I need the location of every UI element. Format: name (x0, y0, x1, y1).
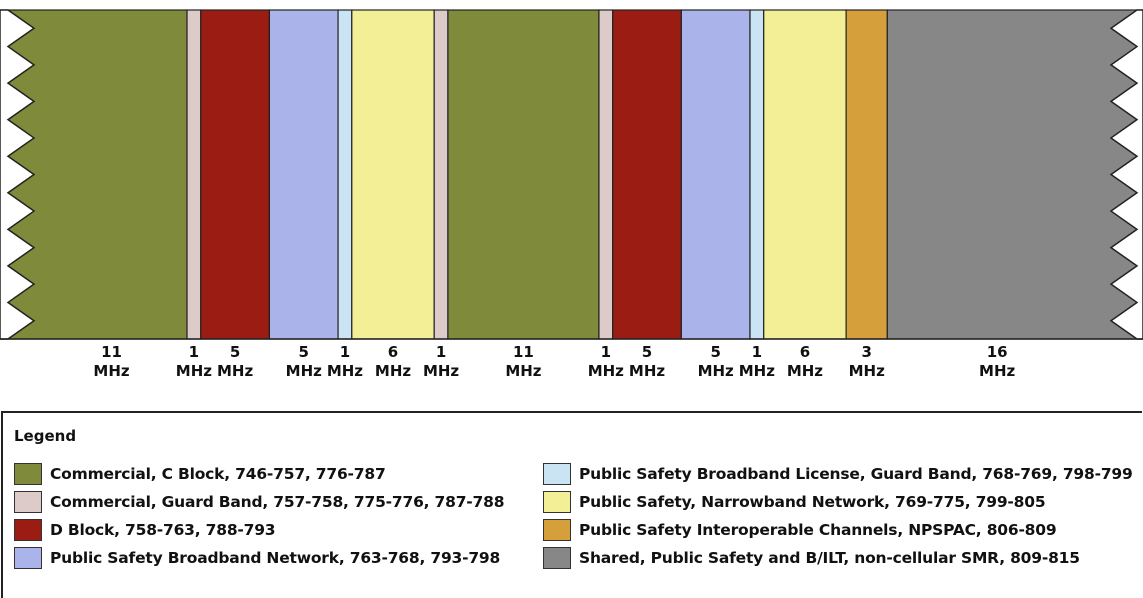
band-width-unit: MHz (375, 362, 411, 380)
band-shared-smr (886, 9, 1143, 340)
band-width-unit: MHz (979, 362, 1015, 380)
legend-item-ps-broadband-guard-band: Public Safety Broadband License, Guard B… (543, 461, 1133, 487)
band-width-number: 1 (189, 343, 199, 361)
legend-label: Commercial, Guard Band, 757-758, 775-776… (50, 493, 505, 511)
spectrum-bands (0, 9, 1143, 340)
band-width-number: 11 (101, 343, 122, 361)
legend-label: Public Safety Broadband License, Guard B… (579, 465, 1133, 483)
legend-label: Public Safety Interoperable Channels, NP… (579, 521, 1057, 539)
band-width-number: 1 (601, 343, 611, 361)
left-zigzag-break (0, 9, 36, 340)
band-ps-narrowband (351, 9, 435, 340)
band-width-number: 5 (710, 343, 720, 361)
band-width-unit: MHz (787, 362, 823, 380)
band-width-unit: MHz (93, 362, 129, 380)
band-width-unit: MHz (588, 362, 624, 380)
band-width-unit: MHz (423, 362, 459, 380)
legend-item-shared-smr: Shared, Public Safety and B/ILT, non-cel… (543, 545, 1080, 571)
band-ps-broadband (680, 9, 751, 340)
legend-label: Commercial, C Block, 746-757, 776-787 (50, 465, 386, 483)
legend-label: D Block, 758-763, 788-793 (50, 521, 276, 539)
legend-swatch (543, 463, 571, 485)
legend-item-commercial-guard-band: Commercial, Guard Band, 757-758, 775-776… (14, 489, 504, 515)
band-width-number: 11 (513, 343, 534, 361)
band-width-unit: MHz (739, 362, 775, 380)
band-width-unit: MHz (849, 362, 885, 380)
band-width-unit: MHz (327, 362, 363, 380)
legend-item-commercial-c-block: Commercial, C Block, 746-757, 776-787 (14, 461, 386, 487)
legend-item-d-block: D Block, 758-763, 788-793 (14, 517, 276, 543)
band-width-unit: MHz (217, 362, 253, 380)
band-ps-guard (337, 9, 353, 340)
legend-item-ps-narrowband-network: Public Safety, Narrowband Network, 769-7… (543, 489, 1046, 515)
legend-title: Legend (14, 427, 77, 445)
band-guard (186, 9, 202, 340)
band-width-unit: MHz (505, 362, 541, 380)
spectrum-band-chart: 11MHz1MHz5MHz5MHz1MHz6MHz1MHz11MHz1MHz5M… (0, 9, 1143, 380)
band-guard (598, 9, 614, 340)
band-ps-interop (845, 9, 888, 340)
band-width-number: 1 (436, 343, 446, 361)
band-d-block (612, 9, 682, 340)
band-width-number: 3 (861, 343, 871, 361)
bandwidth-labels: 11MHz1MHz5MHz5MHz1MHz6MHz1MHz11MHz1MHz5M… (93, 343, 1015, 380)
band-width-unit: MHz (698, 362, 734, 380)
legend-label: Public Safety, Narrowband Network, 769-7… (579, 493, 1046, 511)
band-width-unit: MHz (286, 362, 322, 380)
right-zigzag-break (1109, 9, 1143, 340)
legend-item-ps-interoperable-channels: Public Safety Interoperable Channels, NP… (543, 517, 1057, 543)
band-width-unit: MHz (629, 362, 665, 380)
band-ps-guard (749, 9, 765, 340)
legend-swatch (14, 547, 42, 569)
legend-panel (1, 411, 1142, 598)
band-width-number: 6 (388, 343, 398, 361)
band-width-number: 16 (987, 343, 1008, 361)
legend-item-ps-broadband-network: Public Safety Broadband Network, 763-768… (14, 545, 500, 571)
legend-swatch (14, 519, 42, 541)
band-width-number: 5 (642, 343, 652, 361)
band-d-block (200, 9, 271, 340)
band-width-number: 1 (340, 343, 350, 361)
band-width-number: 6 (800, 343, 810, 361)
legend-label: Public Safety Broadband Network, 763-768… (50, 549, 501, 567)
band-ps-narrowband (763, 9, 847, 340)
band-width-number: 5 (299, 343, 309, 361)
band-commercial-c (447, 9, 600, 340)
legend-swatch (14, 463, 42, 485)
legend-swatch (14, 491, 42, 513)
band-ps-broadband (268, 9, 339, 340)
legend-swatch (543, 491, 571, 513)
legend-swatch (543, 547, 571, 569)
band-width-unit: MHz (176, 362, 212, 380)
band-width-number: 1 (752, 343, 762, 361)
band-width-number: 5 (230, 343, 240, 361)
band-guard (433, 9, 449, 340)
legend-label: Shared, Public Safety and B/ILT, non-cel… (579, 549, 1080, 567)
legend-swatch (543, 519, 571, 541)
